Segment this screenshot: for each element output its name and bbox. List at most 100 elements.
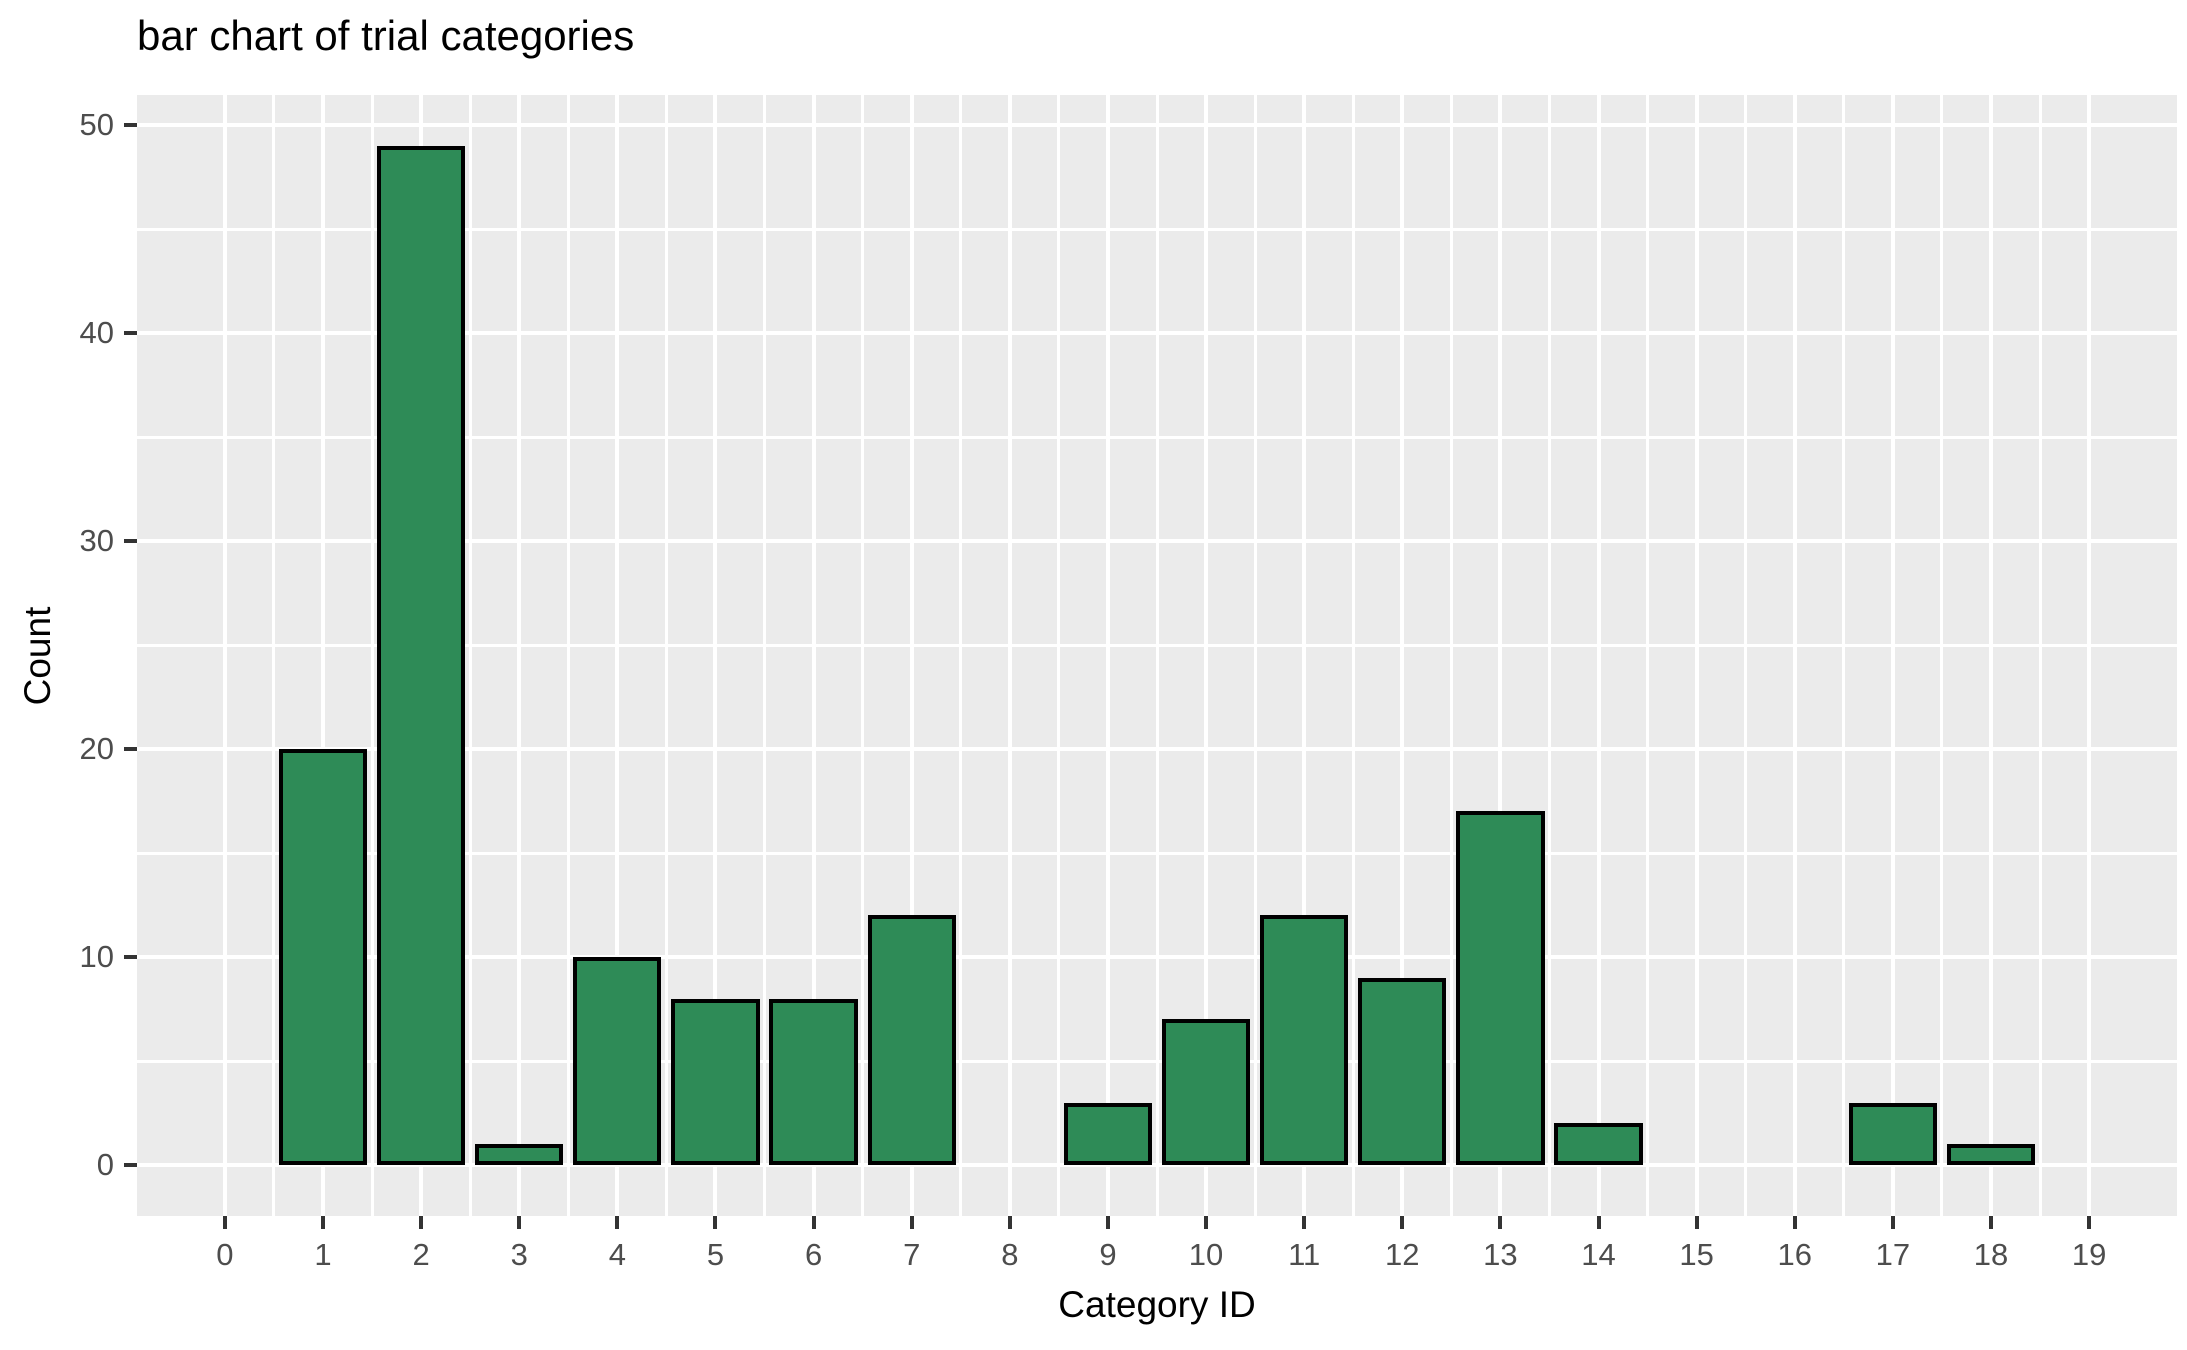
major-gridline-vertical <box>909 95 914 1216</box>
x-tick-mark <box>1989 1216 1994 1229</box>
minor-gridline-vertical <box>2038 95 2042 1216</box>
plot-panel <box>137 95 2177 1216</box>
x-tick-label: 16 <box>1777 1237 1813 1272</box>
y-tick-label: 20 <box>79 731 114 767</box>
minor-gridline-vertical <box>861 95 865 1216</box>
chart-title: bar chart of trial categories <box>137 12 635 59</box>
y-tick-mark <box>124 331 137 336</box>
x-tick-label: 11 <box>1288 1237 1321 1272</box>
bar-category-14 <box>1554 1123 1643 1166</box>
x-tick-label: 10 <box>1188 1237 1224 1272</box>
major-gridline-horizontal <box>137 331 2177 336</box>
minor-gridline-vertical <box>1057 95 1061 1216</box>
major-gridline-vertical <box>517 95 522 1216</box>
x-tick-mark <box>1302 1216 1307 1229</box>
y-tick-mark <box>124 123 137 128</box>
minor-gridline-vertical <box>763 95 766 1216</box>
x-tick-label: 7 <box>903 1237 921 1272</box>
major-gridline-vertical <box>1792 95 1797 1216</box>
minor-gridline-vertical <box>1744 95 1748 1216</box>
minor-gridline-horizontal <box>137 851 2177 855</box>
minor-gridline-vertical <box>1547 95 1551 1216</box>
bar-category-3 <box>475 1144 564 1166</box>
minor-gridline-vertical <box>1155 95 1159 1216</box>
minor-gridline-vertical <box>1940 95 1944 1216</box>
bar-category-10 <box>1161 1019 1251 1166</box>
x-tick-mark <box>1007 1216 1012 1229</box>
minor-gridline-vertical <box>468 95 472 1216</box>
major-gridline-horizontal <box>137 1163 2177 1168</box>
y-tick-label: 30 <box>79 523 114 559</box>
bar-category-9 <box>1063 1102 1153 1166</box>
bar-category-13 <box>1456 811 1545 1166</box>
x-tick-mark <box>419 1216 424 1229</box>
major-gridline-vertical <box>1105 95 1110 1216</box>
major-gridline-horizontal <box>137 955 2177 960</box>
y-tick-label: 10 <box>79 939 114 975</box>
x-tick-mark <box>1498 1216 1503 1229</box>
x-tick-label: 1 <box>314 1237 332 1272</box>
bar-category-2 <box>376 145 466 1166</box>
x-tick-label: 14 <box>1581 1237 1616 1272</box>
x-tick-label: 18 <box>1973 1237 2009 1272</box>
x-tick-label: 5 <box>706 1237 725 1272</box>
major-gridline-vertical <box>615 95 620 1216</box>
minor-gridline-horizontal <box>137 435 2177 439</box>
minor-gridline-horizontal <box>137 227 2177 231</box>
major-gridline-vertical <box>1890 95 1895 1216</box>
x-tick-label: 2 <box>412 1237 430 1272</box>
x-tick-mark <box>909 1216 914 1229</box>
minor-gridline-vertical <box>370 95 374 1216</box>
x-tick-label: 0 <box>216 1237 234 1272</box>
bar-category-4 <box>573 957 662 1166</box>
major-gridline-vertical <box>320 95 325 1216</box>
y-tick-label: 0 <box>96 1147 114 1183</box>
bar-category-6 <box>769 998 858 1166</box>
major-gridline-vertical <box>222 95 227 1216</box>
y-tick-mark <box>124 747 137 752</box>
major-gridline-vertical <box>1007 95 1012 1216</box>
x-tick-label: 8 <box>1001 1237 1019 1272</box>
x-tick-mark <box>713 1216 718 1229</box>
y-tick-label: 50 <box>79 107 114 143</box>
minor-gridline-vertical <box>1646 95 1650 1216</box>
minor-gridline-vertical <box>664 95 668 1216</box>
x-tick-mark <box>1596 1216 1601 1229</box>
x-tick-label: 15 <box>1679 1237 1714 1272</box>
minor-gridline-vertical <box>272 95 276 1216</box>
x-tick-mark <box>1792 1216 1797 1229</box>
x-tick-mark <box>320 1216 325 1229</box>
minor-gridline-vertical <box>1842 95 1846 1216</box>
major-gridline-vertical <box>713 95 718 1216</box>
x-tick-mark <box>1204 1216 1209 1229</box>
y-tick-mark <box>124 955 137 960</box>
major-gridline-vertical <box>1596 95 1601 1216</box>
major-gridline-vertical <box>811 95 816 1216</box>
x-tick-label: 3 <box>510 1237 528 1272</box>
minor-gridline-horizontal <box>137 643 2177 647</box>
minor-gridline-vertical <box>1449 95 1453 1216</box>
bar-category-1 <box>278 749 368 1166</box>
y-tick-mark <box>124 1163 137 1168</box>
major-gridline-vertical <box>1400 95 1405 1216</box>
x-tick-mark <box>1105 1216 1110 1229</box>
major-gridline-horizontal <box>137 747 2177 752</box>
y-tick-mark <box>124 539 137 544</box>
major-gridline-horizontal <box>137 123 2177 128</box>
bar-category-18 <box>1946 1144 2036 1166</box>
x-tick-mark <box>615 1216 620 1229</box>
x-tick-mark <box>1400 1216 1405 1229</box>
major-gridline-vertical <box>1989 95 1994 1216</box>
bar-category-11 <box>1260 915 1349 1166</box>
minor-gridline-vertical <box>1351 95 1355 1216</box>
major-gridline-horizontal <box>137 539 2177 544</box>
bar-category-5 <box>671 998 760 1166</box>
minor-gridline-vertical <box>566 95 570 1216</box>
major-gridline-vertical <box>1302 95 1307 1216</box>
y-tick-label: 40 <box>79 315 114 351</box>
x-tick-mark <box>222 1216 227 1229</box>
major-gridline-vertical <box>1498 95 1503 1216</box>
x-tick-mark <box>2087 1216 2092 1229</box>
minor-gridline-vertical <box>959 95 963 1216</box>
